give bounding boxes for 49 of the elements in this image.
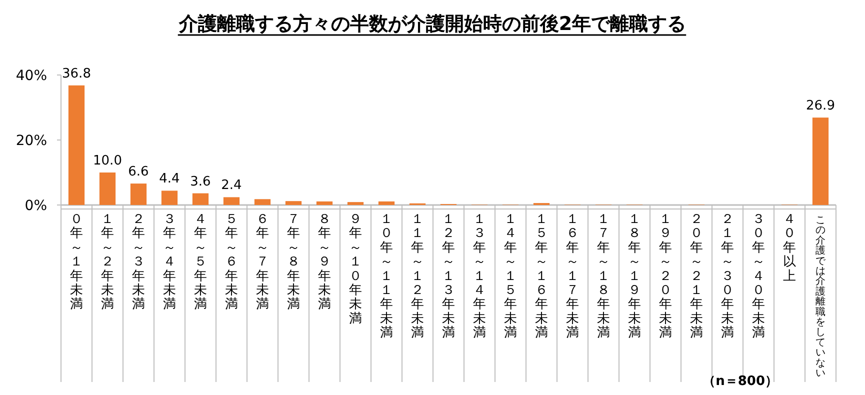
- bar: [99, 172, 116, 205]
- data-label: 36.8: [62, 66, 91, 82]
- bar: [812, 118, 829, 205]
- x-tick-label: ８年～９年未満: [318, 212, 331, 312]
- bar: [161, 190, 178, 205]
- bar: [347, 202, 364, 205]
- bar: [378, 201, 395, 205]
- x-tick-label: ７年～８年未満: [287, 212, 300, 312]
- category-label: １５年～１６年未満: [535, 212, 548, 341]
- x-tick-label: ２年～３年未満: [132, 212, 145, 312]
- category-label: １１年～１２年未満: [411, 212, 424, 341]
- bar: [316, 201, 333, 205]
- x-tick-label: ４０年以上: [783, 212, 796, 284]
- data-label: 3.6: [190, 174, 211, 190]
- category-label: ２０年～２１年未満: [690, 212, 703, 341]
- category-label: ３０年～４０年未満: [752, 212, 765, 341]
- x-tick-label: ５年～６年未満: [225, 212, 238, 312]
- x-tick-label: ９年～１０年未満: [349, 212, 362, 326]
- text: （n＝800）: [702, 374, 778, 389]
- data-label: 26.9: [806, 98, 835, 114]
- category-label: １６年～１７年未満: [566, 212, 579, 341]
- x-tick-label: ０年～１年未満: [70, 212, 83, 312]
- bar: [192, 193, 209, 205]
- category-label: この介護では介護離職をしていない: [816, 215, 826, 379]
- category-label: １４年～１５年未満: [504, 212, 517, 341]
- category-label: １３年～１４年未満: [473, 212, 486, 341]
- x-tick-label: １年～２年未満: [101, 212, 114, 312]
- x-tick-label: ６年～７年未満: [256, 212, 269, 312]
- chart-title: 介護離職する方々の半数が介護開始時の前後2年で離職する: [178, 13, 686, 35]
- category-label: １９年～２０年未満: [659, 212, 672, 341]
- data-label: 2.4: [221, 178, 242, 194]
- data-label: 10.0: [93, 154, 122, 168]
- bar: [223, 197, 240, 205]
- y-tick-label: 20%: [16, 133, 47, 149]
- x-tick-label: ４年～５年未満: [194, 212, 207, 312]
- y-tick-label: 40%: [16, 68, 47, 84]
- x-tick-label: ３年～４年未満: [163, 212, 176, 312]
- bar: [68, 85, 85, 205]
- category-label: １７年～１８年未満: [597, 212, 610, 341]
- category-label: １８年～１９年未満: [628, 212, 641, 341]
- y-tick-label: 0%: [24, 198, 47, 214]
- bar: [130, 184, 147, 205]
- category-label: ２１年～３０年未満: [721, 212, 734, 341]
- data-label: 4.4: [159, 172, 180, 187]
- bar: [254, 199, 271, 205]
- category-label: １０年～１１年未満: [380, 212, 393, 341]
- bar: [285, 201, 302, 205]
- data-label: 6.6: [128, 164, 149, 180]
- category-label: １２年～１３年未満: [442, 212, 455, 341]
